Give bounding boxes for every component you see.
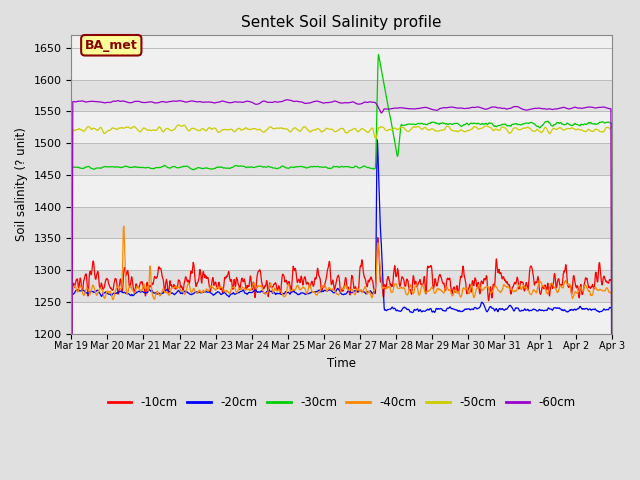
Line: -10cm: -10cm: [72, 238, 612, 480]
Bar: [72, 239, 612, 270]
Legend: -10cm, -20cm, -30cm, -40cm, -50cm, -60cm: -10cm, -20cm, -30cm, -40cm, -50cm, -60cm: [103, 392, 580, 414]
-10cm: [328, 281, 335, 287]
-50cm: [602, 126, 609, 132]
-40cm: [317, 285, 325, 290]
X-axis label: Time: Time: [327, 357, 356, 370]
Y-axis label: Soil salinity (? unit): Soil salinity (? unit): [15, 128, 28, 241]
-50cm: [328, 126, 335, 132]
-40cm: [469, 292, 477, 298]
-50cm: [175, 122, 182, 128]
-30cm: [328, 166, 335, 171]
-30cm: [548, 123, 556, 129]
Line: -40cm: -40cm: [72, 226, 612, 480]
-20cm: [548, 308, 556, 313]
-60cm: [317, 99, 325, 105]
-40cm: [548, 280, 556, 286]
Text: BA_met: BA_met: [85, 39, 138, 52]
-50cm: [608, 448, 616, 454]
Bar: [72, 175, 612, 207]
-30cm: [608, 444, 616, 450]
-30cm: [469, 120, 477, 126]
-10cm: [152, 276, 160, 281]
-30cm: [602, 120, 609, 126]
-10cm: [548, 286, 556, 291]
Bar: [72, 302, 612, 334]
Title: Sentek Soil Salinity profile: Sentek Soil Salinity profile: [241, 15, 442, 30]
-10cm: [317, 287, 325, 292]
-20cm: [317, 289, 325, 295]
Bar: [72, 48, 612, 80]
-60cm: [608, 476, 616, 480]
Bar: [72, 207, 612, 239]
Bar: [72, 111, 612, 143]
Bar: [72, 270, 612, 302]
-20cm: [469, 307, 477, 312]
-50cm: [152, 128, 160, 133]
-30cm: [317, 164, 325, 170]
Line: -50cm: -50cm: [72, 125, 612, 480]
-60cm: [469, 105, 477, 110]
-40cm: [152, 290, 160, 296]
Bar: [72, 143, 612, 175]
-50cm: [469, 125, 477, 131]
-20cm: [152, 290, 160, 296]
Bar: [72, 80, 612, 111]
-10cm: [374, 235, 381, 240]
-30cm: [152, 165, 160, 171]
-10cm: [602, 276, 609, 282]
-60cm: [152, 100, 160, 106]
-30cm: [68, 474, 76, 480]
-60cm: [328, 99, 335, 105]
-30cm: [374, 51, 382, 57]
-40cm: [328, 287, 335, 293]
-20cm: [374, 137, 381, 143]
-10cm: [469, 281, 477, 287]
-60cm: [284, 97, 291, 103]
-20cm: [602, 307, 609, 313]
-60cm: [548, 107, 556, 112]
-20cm: [328, 288, 335, 294]
Line: -20cm: -20cm: [72, 140, 612, 480]
Line: -60cm: -60cm: [72, 100, 612, 480]
-50cm: [317, 129, 325, 135]
-60cm: [602, 105, 609, 110]
Line: -30cm: -30cm: [72, 54, 612, 477]
-40cm: [120, 223, 128, 229]
-40cm: [602, 288, 609, 294]
-50cm: [548, 127, 556, 132]
